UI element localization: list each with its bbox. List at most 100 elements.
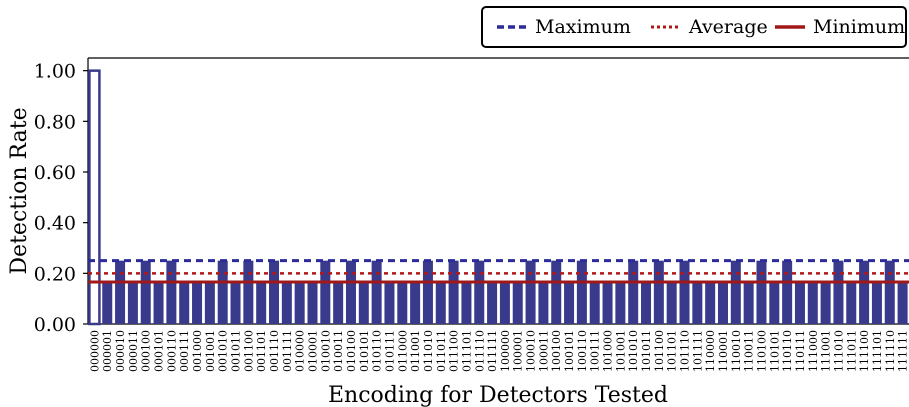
bar (102, 281, 113, 324)
bar (602, 281, 613, 324)
bar (307, 281, 318, 324)
bar (256, 281, 267, 324)
y-axis-title: Detection Rate (7, 107, 32, 274)
bar (782, 260, 793, 324)
x-tick-label: 100001 (512, 330, 525, 372)
x-tick-label: 011001 (409, 330, 422, 372)
x-tick-label: 110011 (743, 330, 756, 372)
bar (88, 69, 101, 326)
bar (730, 260, 741, 324)
bar (769, 281, 780, 324)
x-tick-label: 001011 (230, 330, 243, 372)
bar (192, 281, 203, 324)
x-tick-label: 111111 (897, 330, 909, 372)
x-tick-label: 011110 (473, 330, 486, 372)
x-tick-label: 000011 (127, 330, 140, 372)
x-tick-label: 000001 (101, 330, 114, 372)
bar (384, 281, 395, 324)
legend: Maximum Average Minimum (481, 6, 907, 48)
bar (564, 281, 575, 324)
bar (358, 281, 369, 324)
x-tick-label: 000010 (114, 330, 127, 372)
y-axis: 0.00 0.20 0.40 0.60 0.80 1.00 (34, 61, 88, 336)
y-tick-label: 0.60 (34, 162, 76, 184)
bar (846, 281, 857, 324)
bar (717, 281, 728, 324)
x-tick-label: 100010 (525, 330, 538, 372)
bar (153, 281, 164, 324)
bar (705, 281, 716, 324)
x-tick-label: 101100 (653, 330, 666, 372)
x-tick-label: 000111 (178, 330, 191, 372)
bar (140, 260, 151, 324)
x-tick-label: 001010 (217, 330, 230, 372)
x-tick-label: 110001 (717, 330, 730, 372)
bar (410, 281, 421, 324)
x-tick-label: 101001 (614, 330, 627, 372)
bar (115, 260, 126, 324)
x-tick-label: 000101 (153, 330, 166, 372)
x-tick-label: 101000 (602, 330, 615, 372)
x-tick-label: 010010 (319, 330, 332, 372)
x-tick-label: 011111 (486, 330, 499, 372)
x-tick-label: 101111 (691, 330, 704, 372)
x-tick-label: 110000 (704, 330, 717, 372)
bar (179, 281, 190, 324)
x-tick-label: 011011 (435, 330, 448, 372)
bar (820, 281, 831, 324)
legend-label-minimum: Minimum (813, 16, 905, 38)
plot-area (87, 57, 909, 326)
x-tick-label: 011000 (396, 330, 409, 372)
x-tick-label: 010001 (306, 330, 319, 372)
x-tick-label: 011101 (460, 330, 473, 372)
bar (422, 260, 433, 324)
bar (756, 260, 767, 324)
x-tick-label: 111110 (884, 330, 897, 372)
bar (871, 281, 882, 324)
x-tick-label: 111100 (858, 330, 871, 372)
bar (333, 281, 344, 324)
bar (127, 281, 138, 324)
bar (448, 260, 459, 324)
bar (615, 281, 626, 324)
x-tick-label: 011100 (448, 330, 461, 372)
x-tick-label: 110110 (781, 330, 794, 372)
bar (461, 281, 472, 324)
x-tick-label: 101011 (640, 330, 653, 372)
x-tick-label: 100101 (563, 330, 576, 372)
x-tick-label: 001000 (191, 330, 204, 372)
bar (859, 260, 870, 324)
bar (474, 260, 485, 324)
bar (269, 260, 280, 324)
x-tick-label: 110010 (730, 330, 743, 372)
bar (679, 260, 690, 324)
x-tick-label: 010000 (294, 330, 307, 372)
bar (487, 281, 498, 324)
x-tick-label: 101010 (627, 330, 640, 372)
bar (345, 260, 356, 324)
x-tick-label: 101101 (666, 330, 679, 372)
y-tick-label: 1.00 (34, 61, 76, 83)
x-tick-label: 001100 (242, 330, 255, 372)
x-tick-label: 000100 (140, 330, 153, 372)
bar (435, 281, 446, 324)
bar (551, 260, 562, 324)
bar (525, 260, 536, 324)
bar (397, 281, 408, 324)
x-tick-label: 010011 (332, 330, 345, 372)
legend-box (481, 6, 907, 48)
x-tick-label: 100111 (589, 330, 602, 372)
bar (833, 260, 844, 324)
bar (666, 281, 677, 324)
x-tick-label: 111001 (820, 330, 833, 372)
x-tick-label: 001001 (204, 330, 217, 372)
x-tick-label: 010100 (345, 330, 358, 372)
legend-label-average: Average (688, 16, 768, 38)
bar (538, 281, 549, 324)
bar (576, 260, 587, 324)
bar (794, 281, 805, 324)
y-tick-label: 0.20 (34, 263, 76, 285)
y-tick-label: 0.00 (34, 314, 76, 336)
x-tick-label: 010110 (371, 330, 384, 372)
